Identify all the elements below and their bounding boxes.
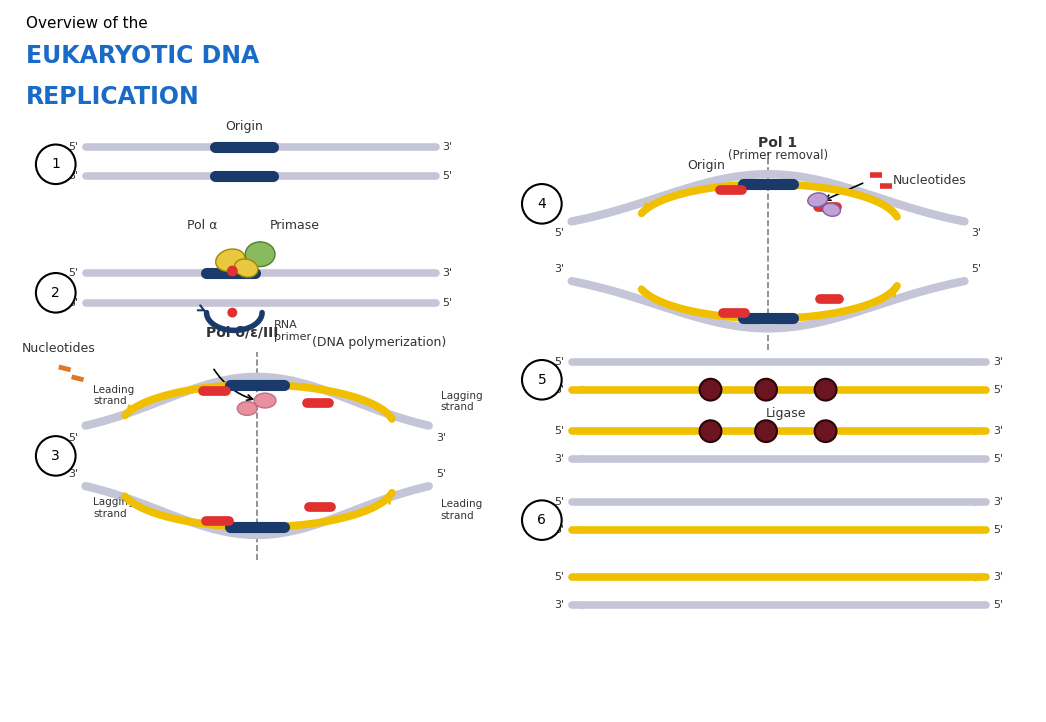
Text: Lagging
strand: Lagging strand: [440, 391, 482, 412]
Text: 5': 5': [994, 454, 1003, 464]
Text: 5': 5': [68, 433, 78, 443]
Text: 5': 5': [994, 525, 1003, 535]
Text: Nucleotides: Nucleotides: [893, 173, 967, 186]
Text: 5': 5': [436, 469, 446, 479]
Text: 3': 3': [554, 454, 565, 464]
Text: 3': 3': [554, 385, 565, 395]
Text: 3': 3': [68, 171, 78, 181]
Circle shape: [36, 436, 75, 476]
Circle shape: [227, 266, 237, 277]
Text: 6: 6: [538, 513, 546, 527]
Ellipse shape: [808, 193, 827, 207]
Text: 3': 3': [68, 297, 78, 308]
Text: 5': 5': [994, 385, 1003, 395]
Text: 3': 3': [994, 426, 1003, 436]
Text: 3': 3': [436, 433, 446, 443]
Ellipse shape: [234, 259, 258, 277]
Text: 5': 5': [442, 297, 453, 308]
Text: 5': 5': [442, 171, 453, 181]
Circle shape: [227, 308, 237, 318]
Circle shape: [755, 379, 777, 401]
Text: 5': 5': [994, 600, 1003, 610]
Text: 3': 3': [994, 573, 1003, 583]
Text: 5: 5: [538, 373, 546, 387]
Text: 3': 3': [994, 357, 1003, 367]
Text: 5': 5': [68, 268, 78, 278]
Circle shape: [36, 144, 75, 184]
Text: 4: 4: [538, 197, 546, 211]
Text: Leading
strand: Leading strand: [93, 385, 135, 406]
Text: 3': 3': [554, 264, 565, 274]
Text: 5': 5': [554, 573, 565, 583]
Text: EUKARYOTIC DNA: EUKARYOTIC DNA: [26, 44, 259, 68]
Circle shape: [755, 420, 777, 442]
Text: Pol α: Pol α: [187, 219, 218, 232]
Text: Origin: Origin: [687, 160, 726, 173]
Text: 2: 2: [51, 286, 60, 300]
Text: RNA
primer: RNA primer: [274, 321, 311, 342]
Text: Pol δ/ε/III: Pol δ/ε/III: [206, 325, 278, 339]
Text: 5': 5': [554, 497, 565, 508]
Text: (DNA polymerization): (DNA polymerization): [312, 336, 446, 349]
Text: 3: 3: [51, 449, 60, 463]
Circle shape: [700, 379, 722, 401]
Text: REPLICATION: REPLICATION: [26, 85, 200, 109]
Circle shape: [522, 184, 562, 224]
Text: Pol 1: Pol 1: [758, 136, 797, 150]
Ellipse shape: [254, 393, 276, 408]
Text: 3': 3': [442, 268, 453, 278]
Circle shape: [700, 420, 722, 442]
Text: 3': 3': [994, 497, 1003, 508]
Text: 5': 5': [972, 264, 981, 274]
Circle shape: [815, 379, 837, 401]
Circle shape: [522, 500, 562, 540]
Text: Ligase: Ligase: [766, 407, 806, 420]
Text: 3': 3': [554, 525, 565, 535]
Text: 1: 1: [51, 157, 61, 171]
Text: Leading
strand: Leading strand: [440, 500, 482, 521]
Text: (Primer removal): (Primer removal): [728, 149, 828, 162]
Text: Lagging
strand: Lagging strand: [93, 497, 135, 519]
Ellipse shape: [245, 242, 275, 266]
Text: Primase: Primase: [270, 219, 320, 232]
Text: 5': 5': [68, 142, 78, 152]
Text: Overview of the: Overview of the: [26, 16, 147, 31]
Ellipse shape: [215, 249, 245, 271]
Circle shape: [36, 273, 75, 313]
Text: Origin: Origin: [225, 120, 264, 133]
Ellipse shape: [237, 401, 257, 415]
Circle shape: [522, 360, 562, 399]
Text: 3': 3': [554, 600, 565, 610]
Text: 5': 5': [554, 357, 565, 367]
Text: Nucleotides: Nucleotides: [22, 342, 96, 355]
Circle shape: [815, 420, 837, 442]
Text: 3': 3': [68, 469, 78, 479]
Text: 5': 5': [554, 228, 565, 238]
Text: 3': 3': [972, 228, 981, 238]
Text: 5': 5': [554, 426, 565, 436]
Text: 3': 3': [442, 142, 453, 152]
Ellipse shape: [822, 204, 840, 217]
